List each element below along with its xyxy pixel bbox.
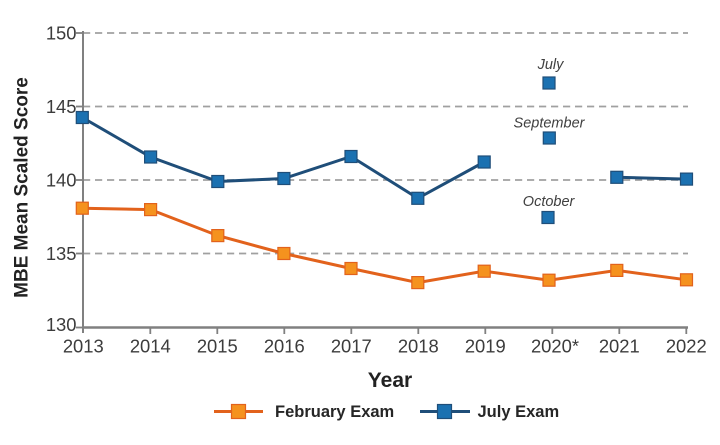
svg-text:October: October	[523, 194, 576, 210]
svg-text:2020*: 2020*	[531, 336, 579, 357]
svg-text:July Exam: July Exam	[478, 403, 560, 421]
svg-text:2014: 2014	[130, 336, 171, 357]
svg-text:130: 130	[46, 314, 77, 335]
svg-text:2015: 2015	[197, 336, 238, 357]
svg-text:July: July	[537, 57, 565, 73]
svg-text:140: 140	[46, 170, 77, 191]
svg-text:2018: 2018	[398, 336, 439, 357]
svg-text:MBE Mean Scaled Score: MBE Mean Scaled Score	[12, 77, 33, 298]
svg-text:2021: 2021	[599, 336, 640, 357]
svg-text:Year: Year	[368, 369, 412, 392]
svg-text:150: 150	[46, 23, 77, 44]
svg-text:145: 145	[46, 96, 77, 117]
svg-text:2017: 2017	[331, 336, 372, 357]
svg-text:2016: 2016	[264, 336, 305, 357]
svg-text:2013: 2013	[63, 336, 104, 357]
svg-text:February Exam: February Exam	[275, 403, 394, 421]
svg-text:2022: 2022	[666, 336, 707, 357]
svg-text:September: September	[514, 116, 586, 132]
svg-text:135: 135	[46, 243, 77, 264]
svg-text:2019: 2019	[465, 336, 506, 357]
